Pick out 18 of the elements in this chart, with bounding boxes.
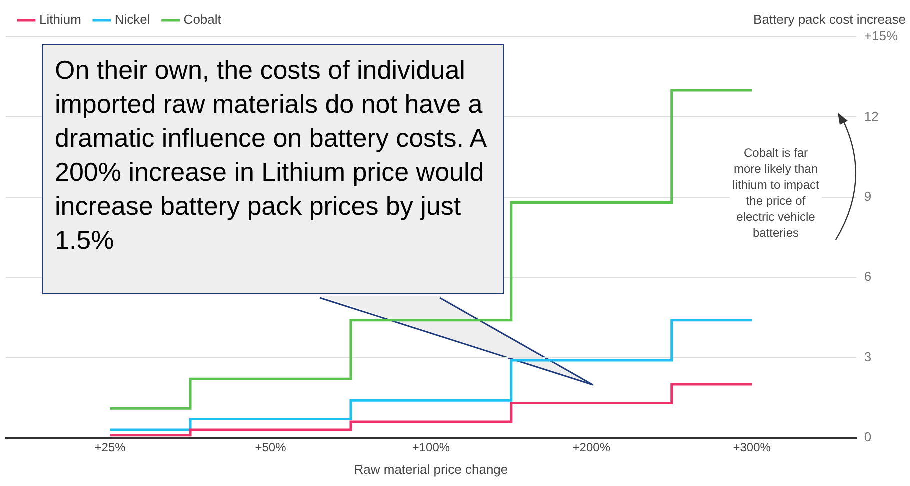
x-tick-label: +100% — [412, 440, 450, 455]
x-tick-label: +300% — [733, 440, 772, 455]
legend-label: Nickel — [114, 12, 150, 28]
y-tick-label: 3 — [864, 349, 872, 364]
y-tick-label: 6 — [864, 269, 872, 284]
y-tick-label: 12 — [864, 108, 879, 124]
legend-label: Lithium — [40, 12, 82, 28]
legend-label: Cobalt — [184, 12, 222, 28]
y-tick-label: 9 — [864, 188, 872, 204]
annotation: On their own, the costs of individual imported raw materials do not have a dramatic influence on battery costs. A 200% increase in Lithium price would increase battery pack prices by just 1.5% — [42, 44, 504, 294]
x-tick-label: +50% — [255, 440, 287, 455]
x-tick-label: +25% — [94, 440, 126, 455]
x-axis-title: Raw material price change — [354, 462, 508, 477]
annotation: Cobalt is far more likely than lithium to impact the price of electric vehicle batteries — [730, 145, 822, 241]
y-tick-label: 0 — [864, 430, 872, 445]
x-tick-label: +200% — [572, 440, 611, 455]
y-tick-label: +15% — [864, 28, 898, 44]
y-axis-title: Battery pack cost increase — [754, 12, 906, 27]
